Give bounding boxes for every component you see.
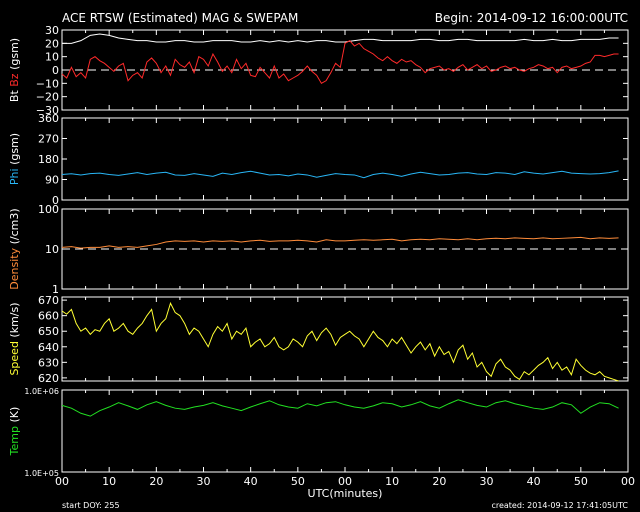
y-axis-label-part: Density [8, 247, 21, 289]
x-axis: 00 10 20 30 40 50 00 10 20 30 40 50 00 [55, 475, 635, 488]
series-line-density [61, 236, 619, 249]
panel-temp: 1.0E+05 1.0E+06 Temp (K) [8, 387, 629, 478]
y-tick-label: 30 [45, 24, 59, 37]
x-tick-label: 20 [432, 475, 446, 488]
y-axis-label-part: Bt [8, 90, 21, 103]
series-line-phi [61, 170, 619, 179]
y-axis-label-part: (km/s) [8, 302, 21, 341]
y-tick-label: 360 [38, 112, 59, 125]
y-axis-label-temp: Temp (K) [8, 407, 21, 457]
y-axis-label-part: (gsm) [8, 38, 21, 74]
y-tick-label: 0 [52, 64, 59, 77]
y-axis-label-part: (K) [8, 407, 21, 426]
y-tick-label: −10 [36, 77, 59, 90]
x-tick-label: 10 [102, 475, 116, 488]
y-tick-label: −30 [36, 104, 59, 117]
series-line-bz [61, 40, 619, 85]
y-axis-label-mag: Bt Bz (gsm) [8, 38, 21, 102]
y-axis-label-part: (gsm) [8, 133, 21, 169]
x-tick-label: 20 [149, 475, 163, 488]
y-tick-label: 1 [52, 283, 59, 296]
panel-frame-temp [61, 389, 629, 473]
y-axis-label-part: Temp [8, 426, 21, 456]
series-line-speed [61, 301, 619, 382]
y-tick-label: 10 [45, 51, 59, 64]
y-axis-label-part: (/cm3) [8, 208, 21, 248]
panel-speed: 620 630 640 650 660 670 Speed (km/s) [8, 294, 629, 385]
created-time: created: 2014-09-12 17:41:05UTC [491, 501, 628, 510]
y-tick-label: 630 [38, 356, 59, 369]
y-tick-label: 180 [38, 153, 59, 166]
y-axis-label-part: Phi [8, 168, 21, 185]
y-tick-label: 620 [38, 372, 59, 385]
y-tick-label: 20 [45, 37, 59, 50]
y-axis-label-density: Density (/cm3) [8, 208, 21, 289]
y-tick-label: 660 [38, 310, 59, 323]
y-axis-label-part: Bz [8, 73, 21, 90]
panel-density: 1 10 100 Density (/cm3) [8, 203, 629, 296]
y-tick-label: 10 [45, 243, 59, 256]
x-tick-label: 30 [197, 475, 211, 488]
x-tick-label: 40 [527, 475, 541, 488]
y-tick-label: 640 [38, 341, 59, 354]
y-tick-label: 670 [38, 294, 59, 307]
y-tick-label: 650 [38, 325, 59, 338]
y-axis-label-speed: Speed (km/s) [8, 302, 21, 375]
x-tick-label: 50 [291, 475, 305, 488]
series-line-bt [62, 33, 619, 44]
y-tick-label: 90 [45, 174, 59, 187]
y-axis-label-phi: Phi (gsm) [8, 133, 21, 185]
panel-frame-phi [61, 117, 629, 201]
panel-phi: 0 90 180 270 360 Phi (gsm) [8, 112, 629, 207]
y-tick-label: 0 [52, 194, 59, 207]
y-tick-label: 1.0E+06 [24, 387, 59, 396]
y-tick-label: 100 [38, 203, 59, 216]
y-tick-label: 1.0E+05 [24, 469, 59, 478]
x-tick-label: 30 [480, 475, 494, 488]
y-tick-label: 270 [38, 133, 59, 146]
x-tick-label: 10 [385, 475, 399, 488]
y-axis-label-part: Speed [8, 341, 21, 375]
x-tick-label: 00 [55, 475, 69, 488]
x-tick-label: 50 [574, 475, 588, 488]
series-line-temp [61, 399, 619, 417]
x-tick-label: 00 [621, 475, 635, 488]
panel-frame-speed [61, 296, 629, 382]
chart-title: ACE RTSW (Estimated) MAG & SWEPAM [62, 11, 298, 25]
x-tick-label: 40 [244, 475, 258, 488]
start-doy: start DOY: 255 [62, 501, 120, 510]
x-axis-label: UTC(minutes) [308, 487, 383, 500]
y-tick-label: −20 [36, 91, 59, 104]
x-tick-label: 00 [338, 475, 352, 488]
begin-time: Begin: 2014-09-12 16:00:00UTC [435, 11, 628, 25]
